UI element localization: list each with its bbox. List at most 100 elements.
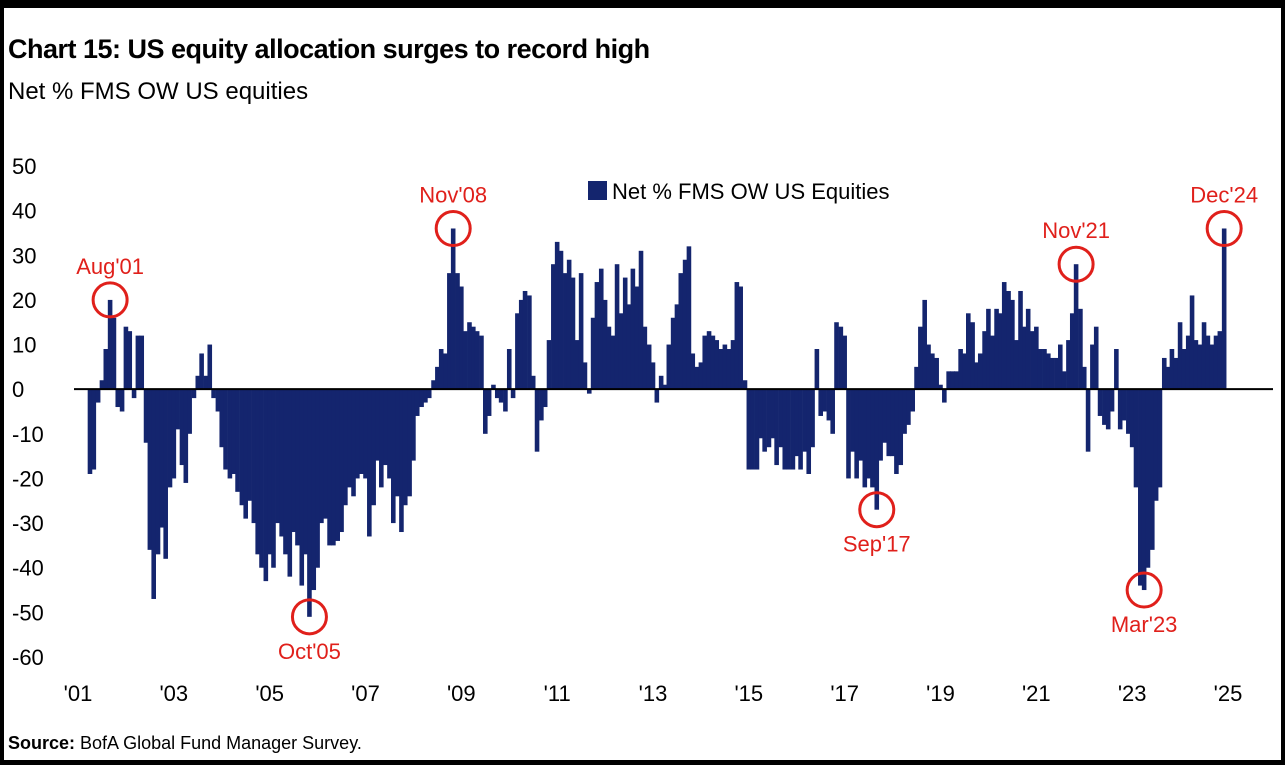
bar bbox=[646, 344, 652, 390]
bar bbox=[634, 286, 640, 390]
bar bbox=[395, 389, 400, 497]
bar bbox=[1161, 357, 1167, 390]
bar bbox=[786, 389, 791, 470]
bar bbox=[1157, 389, 1163, 488]
bar bbox=[551, 264, 556, 390]
bar bbox=[710, 335, 716, 390]
bar bbox=[359, 389, 364, 474]
bar bbox=[858, 389, 863, 461]
bar bbox=[263, 389, 269, 582]
chart-subtitle: Net % FMS OW US equities bbox=[8, 78, 309, 105]
bar bbox=[862, 389, 868, 488]
bar bbox=[1069, 313, 1075, 390]
bar bbox=[806, 389, 812, 474]
bar bbox=[558, 250, 564, 390]
y-tick-label: 10 bbox=[12, 333, 36, 358]
bar bbox=[678, 273, 684, 390]
bar bbox=[327, 389, 332, 546]
bar bbox=[295, 389, 300, 546]
bar bbox=[970, 322, 975, 390]
y-tick-label: 20 bbox=[12, 288, 36, 313]
bar bbox=[231, 389, 237, 474]
bar bbox=[1193, 340, 1199, 390]
bar bbox=[506, 349, 512, 390]
bar bbox=[251, 389, 257, 524]
bar-series bbox=[87, 228, 1227, 617]
bar bbox=[642, 326, 648, 390]
bar bbox=[618, 313, 624, 390]
bar bbox=[419, 389, 424, 408]
bar bbox=[682, 259, 688, 390]
annotation-circle bbox=[1205, 209, 1243, 247]
annotation-label: Dec'24 bbox=[1190, 182, 1258, 207]
bar bbox=[802, 389, 808, 452]
x-tick-label: '21 bbox=[1022, 681, 1051, 706]
annotation-label: Nov'21 bbox=[1042, 218, 1110, 243]
bar bbox=[510, 389, 516, 399]
bar bbox=[247, 389, 252, 501]
bar bbox=[1102, 389, 1107, 425]
bar bbox=[1061, 371, 1067, 390]
bar bbox=[1173, 357, 1179, 390]
bar bbox=[810, 389, 815, 448]
x-tick-label: '07 bbox=[351, 681, 380, 706]
bar bbox=[271, 389, 276, 568]
bar bbox=[946, 371, 951, 390]
bar bbox=[402, 389, 408, 506]
bar bbox=[467, 322, 472, 390]
chart-title: Chart 15: US equity allocation surges to… bbox=[8, 34, 650, 64]
x-tick-label: '11 bbox=[544, 681, 571, 706]
y-tick-label: 30 bbox=[12, 243, 36, 268]
bar bbox=[722, 344, 728, 390]
bar bbox=[1205, 335, 1211, 390]
bar bbox=[1001, 282, 1007, 390]
bar bbox=[1217, 331, 1223, 390]
bar bbox=[462, 331, 468, 390]
x-tick-label: '05 bbox=[255, 681, 284, 706]
bar bbox=[818, 389, 823, 416]
annotation-label: Nov'08 bbox=[419, 182, 487, 207]
bar bbox=[734, 282, 740, 390]
bar bbox=[1085, 389, 1091, 452]
bar bbox=[977, 353, 983, 390]
bar bbox=[323, 389, 329, 519]
bar bbox=[989, 335, 995, 390]
annotation-circle bbox=[1057, 245, 1095, 283]
bar bbox=[598, 268, 604, 390]
bar bbox=[474, 331, 480, 390]
bar bbox=[331, 389, 336, 546]
x-tick-label: '13 bbox=[639, 681, 668, 706]
legend: Net % FMS OW US Equities bbox=[588, 179, 890, 204]
bar bbox=[534, 389, 540, 452]
legend-label: Net % FMS OW US Equities bbox=[612, 179, 890, 204]
bar bbox=[307, 389, 312, 617]
bar bbox=[539, 389, 544, 421]
bar bbox=[626, 304, 632, 390]
bar bbox=[730, 340, 736, 390]
bar bbox=[1105, 389, 1111, 430]
bar bbox=[235, 389, 240, 492]
bar bbox=[171, 389, 177, 479]
bar bbox=[267, 389, 272, 555]
annotation-circle bbox=[290, 598, 328, 636]
annotation-label: Mar'23 bbox=[1111, 612, 1178, 637]
bar bbox=[890, 389, 895, 457]
bar bbox=[1010, 299, 1015, 390]
bar bbox=[974, 362, 979, 390]
bar bbox=[914, 366, 919, 390]
y-tick-label: -30 bbox=[12, 511, 44, 536]
bar bbox=[686, 246, 692, 390]
bar bbox=[131, 389, 137, 399]
bar bbox=[411, 389, 416, 461]
bar bbox=[546, 340, 552, 390]
bar bbox=[1129, 389, 1135, 448]
bar bbox=[199, 353, 204, 390]
bar bbox=[243, 389, 248, 519]
bar bbox=[778, 389, 784, 448]
bar bbox=[790, 389, 796, 470]
bar bbox=[119, 389, 125, 412]
bar bbox=[179, 389, 185, 466]
bar bbox=[239, 389, 245, 506]
source-text: BofA Global Fund Manager Survey. bbox=[75, 733, 362, 753]
